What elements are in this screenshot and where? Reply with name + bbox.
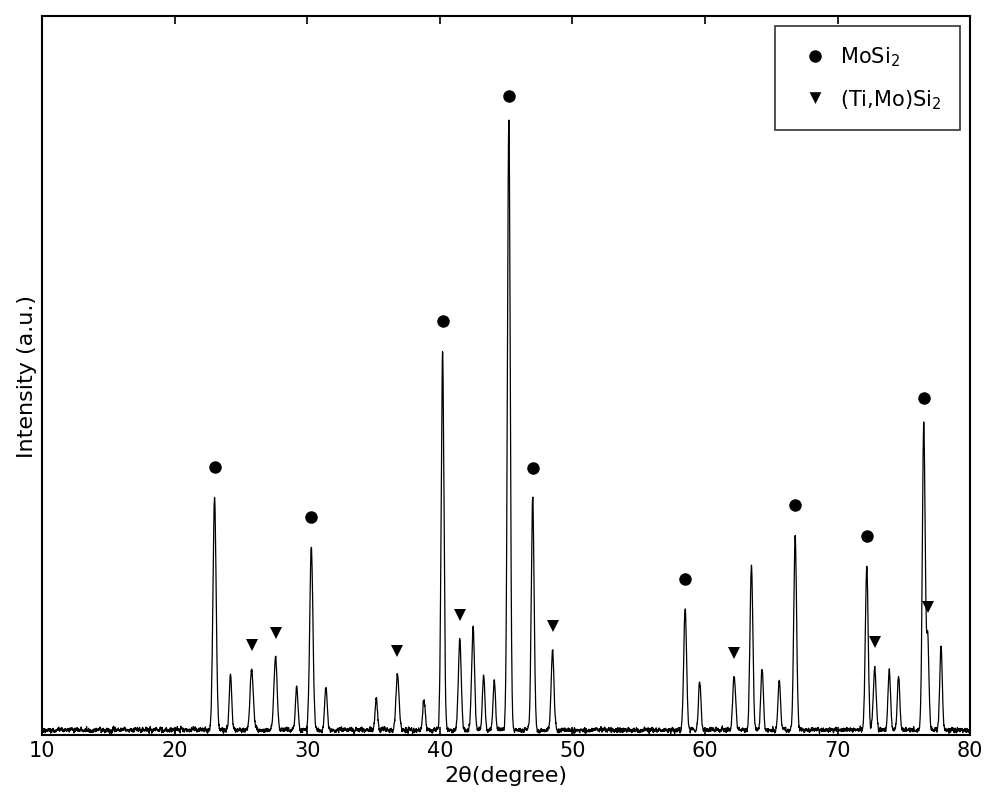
X-axis label: 2θ(degree): 2θ(degree): [445, 765, 568, 785]
Y-axis label: Intensity (a.u.): Intensity (a.u.): [17, 294, 37, 457]
Legend: MoSi$_2$, (Ti,Mo)Si$_2$: MoSi$_2$, (Ti,Mo)Si$_2$: [775, 27, 960, 131]
